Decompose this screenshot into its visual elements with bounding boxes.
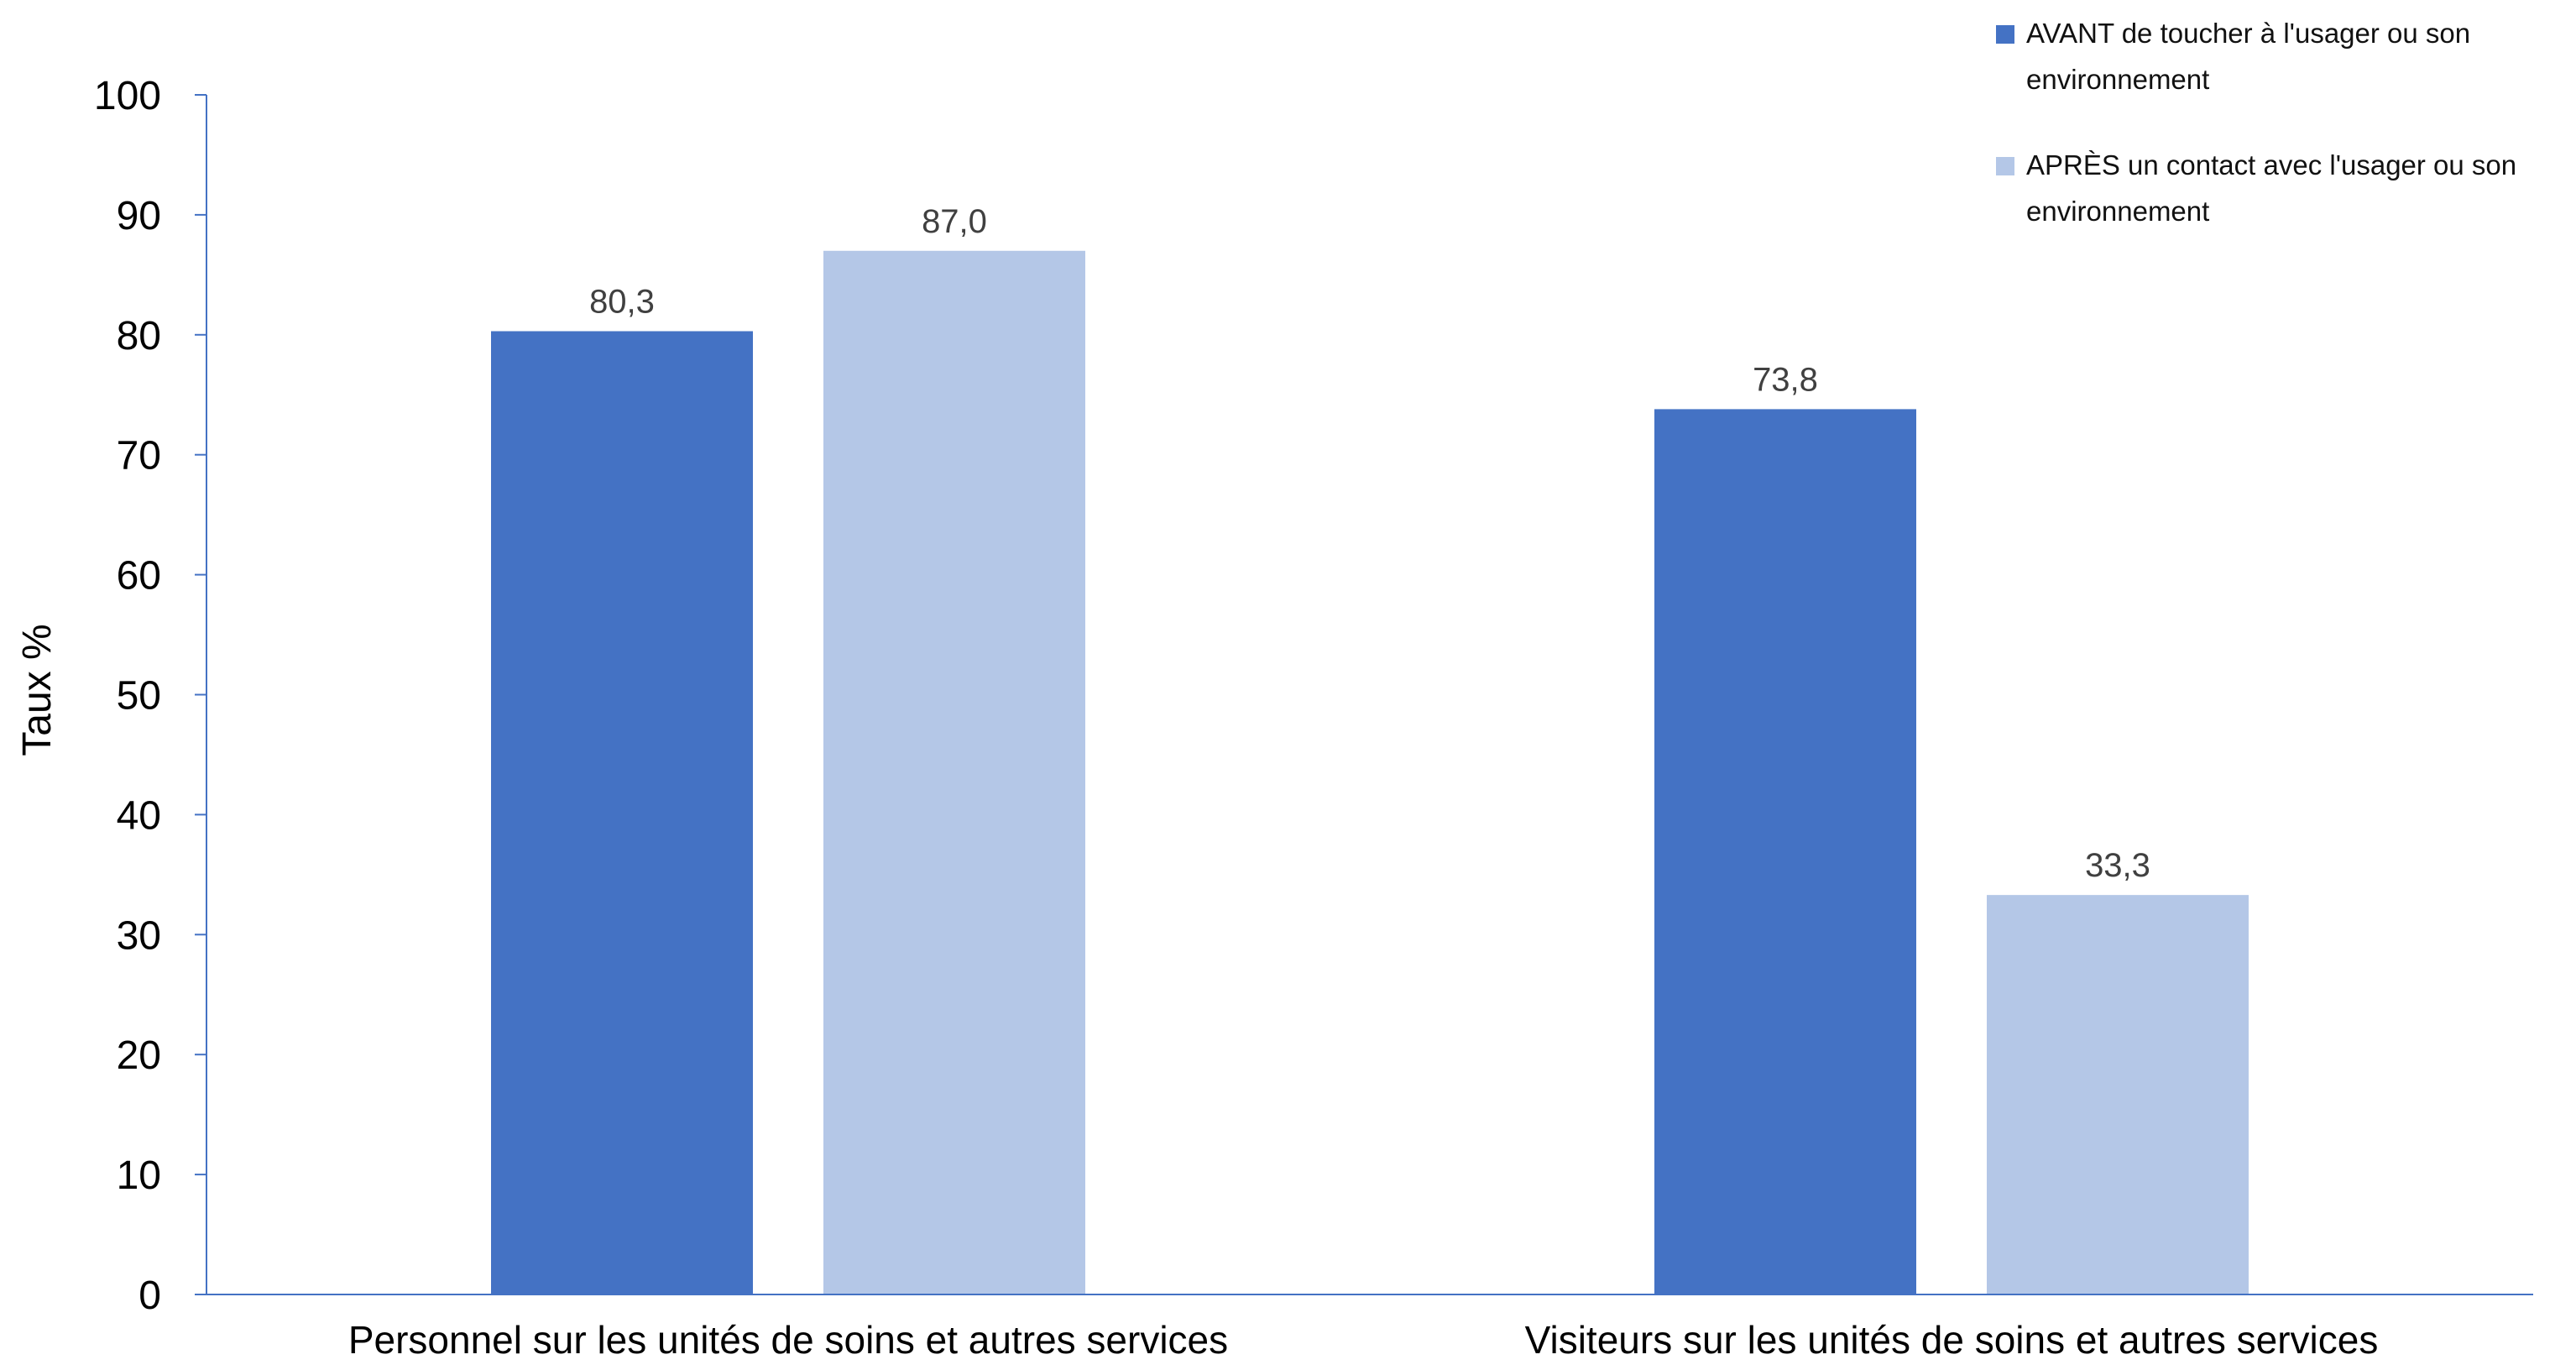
y-tick-label: 10	[117, 1153, 161, 1198]
y-tick-label: 60	[117, 554, 161, 599]
y-axis-title: Taux %	[15, 624, 60, 756]
data-labels: 80,3 87,0 73,8 33,3	[589, 203, 2150, 884]
bar-avant-2	[1654, 409, 1916, 1295]
y-tick-label: 70	[117, 434, 161, 479]
y-tick-label: 90	[117, 194, 161, 238]
y-tick-label: 50	[117, 674, 161, 719]
x-tick-label: Personnel sur les unités de soins et aut…	[348, 1318, 1228, 1362]
bars	[491, 250, 2249, 1295]
bar-apres-1	[823, 250, 1085, 1294]
legend-item-apres: APRÈS un contact avec l'usager ou son en…	[1996, 142, 2575, 234]
legend-item-avant: AVANT de toucher à l'usager ou son envir…	[1996, 10, 2575, 102]
y-tick-label: 0	[138, 1273, 161, 1318]
bar-avant-1	[491, 331, 753, 1295]
y-tick-label: 100	[94, 74, 161, 118]
legend-swatch-avant	[1996, 25, 2014, 44]
x-axis-labels: Personnel sur les unités de soins et aut…	[348, 1318, 2379, 1362]
x-tick-label: Visiteurs sur les unités de soins et aut…	[1525, 1318, 2379, 1362]
legend-swatch-apres	[1996, 157, 2014, 175]
data-label: 73,8	[1753, 361, 1818, 398]
bar-apres-2	[1987, 895, 2249, 1294]
y-tick-label: 80	[117, 314, 161, 358]
axes	[206, 95, 2533, 1295]
y-tick-label: 40	[117, 793, 161, 838]
y-tick-label: 30	[117, 913, 161, 958]
legend: AVANT de toucher à l'usager ou son envir…	[1996, 10, 2575, 274]
legend-label-avant: AVANT de toucher à l'usager ou son envir…	[2026, 18, 2471, 95]
data-label: 87,0	[922, 203, 987, 240]
y-tick-label: 20	[117, 1033, 161, 1078]
data-label: 33,3	[2085, 847, 2150, 884]
data-label: 80,3	[589, 284, 655, 321]
legend-label-apres: APRÈS un contact avec l'usager ou son en…	[2026, 149, 2517, 227]
y-axis-ticks: 0 10 20 30 40 50 60 70 80 90 100	[94, 74, 206, 1318]
